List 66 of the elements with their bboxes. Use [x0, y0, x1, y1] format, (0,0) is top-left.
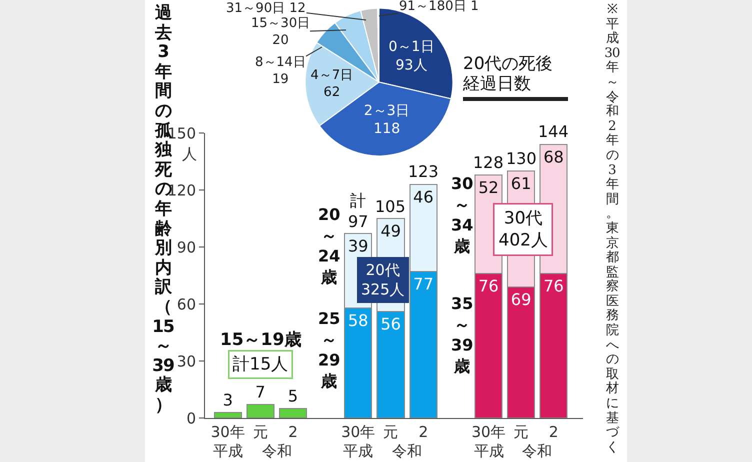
data-label: 61: [510, 174, 532, 193]
text: 令和: [262, 442, 292, 460]
data-label: 52: [478, 178, 499, 197]
data-label: 77: [413, 274, 434, 294]
annotation: 30～34歳: [451, 174, 474, 256]
data-label: 5: [288, 386, 298, 406]
x-tick-label: 2: [288, 423, 298, 441]
x-tick-label: 元: [383, 423, 398, 441]
annotation: 15～19歳: [220, 330, 302, 350]
data-label: 68: [543, 147, 564, 166]
y-tick-label: 0: [186, 409, 196, 428]
text: 令和: [392, 442, 422, 460]
data-label: 76: [478, 276, 499, 296]
annotation: 25～29歳: [318, 309, 340, 390]
data-label: 49: [380, 222, 401, 240]
data-label: 39: [348, 236, 368, 256]
slice-label: 8～14日: [255, 55, 306, 70]
total-label: 計 97: [348, 191, 368, 231]
bar: [246, 404, 274, 418]
data-label: 76: [543, 276, 564, 296]
data-label: 118: [373, 121, 400, 138]
slice-label: 2～3日: [364, 102, 410, 119]
slice-label: 0～1日: [388, 39, 434, 56]
data-label: 69: [510, 290, 532, 309]
bar: [278, 408, 308, 418]
text: ※平成30年～令和2年の3年間。東京都監察医務院への取材に基づく: [604, 2, 620, 455]
annotation: 35～39歳: [451, 294, 474, 376]
data-label: 3: [222, 390, 233, 410]
annotation: 20代 325人: [361, 261, 405, 298]
data-label: 19: [272, 72, 289, 87]
data-label: 56: [380, 314, 401, 334]
data-label: 7: [255, 382, 266, 402]
data-label: 62: [324, 84, 340, 100]
x-tick-label: 30年: [210, 423, 245, 441]
slice-label: 31～90日 12: [226, 1, 306, 16]
y-tick-label: 30: [176, 352, 196, 370]
x-tick-label: 2: [548, 423, 558, 441]
x-tick-label: 2: [418, 423, 428, 441]
data-label: 93人: [396, 57, 428, 74]
total-label: 105: [375, 197, 406, 216]
x-tick-label: 30年: [471, 423, 506, 441]
text: 20代の死後経過日数: [463, 54, 568, 101]
data-label: 46: [413, 187, 434, 206]
x-tick-label: 元: [514, 423, 529, 441]
data-label: 58: [348, 310, 368, 330]
annotation: 計15人: [232, 354, 288, 374]
total-label: 123: [408, 162, 439, 181]
annotation: 30代 402人: [498, 208, 548, 251]
slice-label: 91～180日 1: [399, 0, 479, 14]
data-label: 20: [272, 32, 289, 48]
y-axis-title: 人: [182, 145, 197, 163]
x-tick-label: 30年: [341, 423, 376, 441]
annotation: 20～24歳: [318, 205, 340, 286]
slice-label: 15～30日: [251, 16, 310, 31]
text: 令和: [522, 442, 552, 460]
text: 平成: [213, 442, 243, 460]
bar: [214, 412, 242, 418]
y-tick-label: 90: [176, 238, 196, 256]
text: 平成: [474, 442, 504, 460]
total-label: 128: [473, 153, 504, 172]
y-tick-label: 60: [176, 295, 196, 314]
slice-label: 4～7日: [310, 68, 354, 83]
text: 平成: [343, 442, 373, 460]
total-label: 130: [506, 149, 537, 168]
x-tick-label: 元: [252, 423, 268, 441]
total-label: 144: [538, 122, 569, 141]
